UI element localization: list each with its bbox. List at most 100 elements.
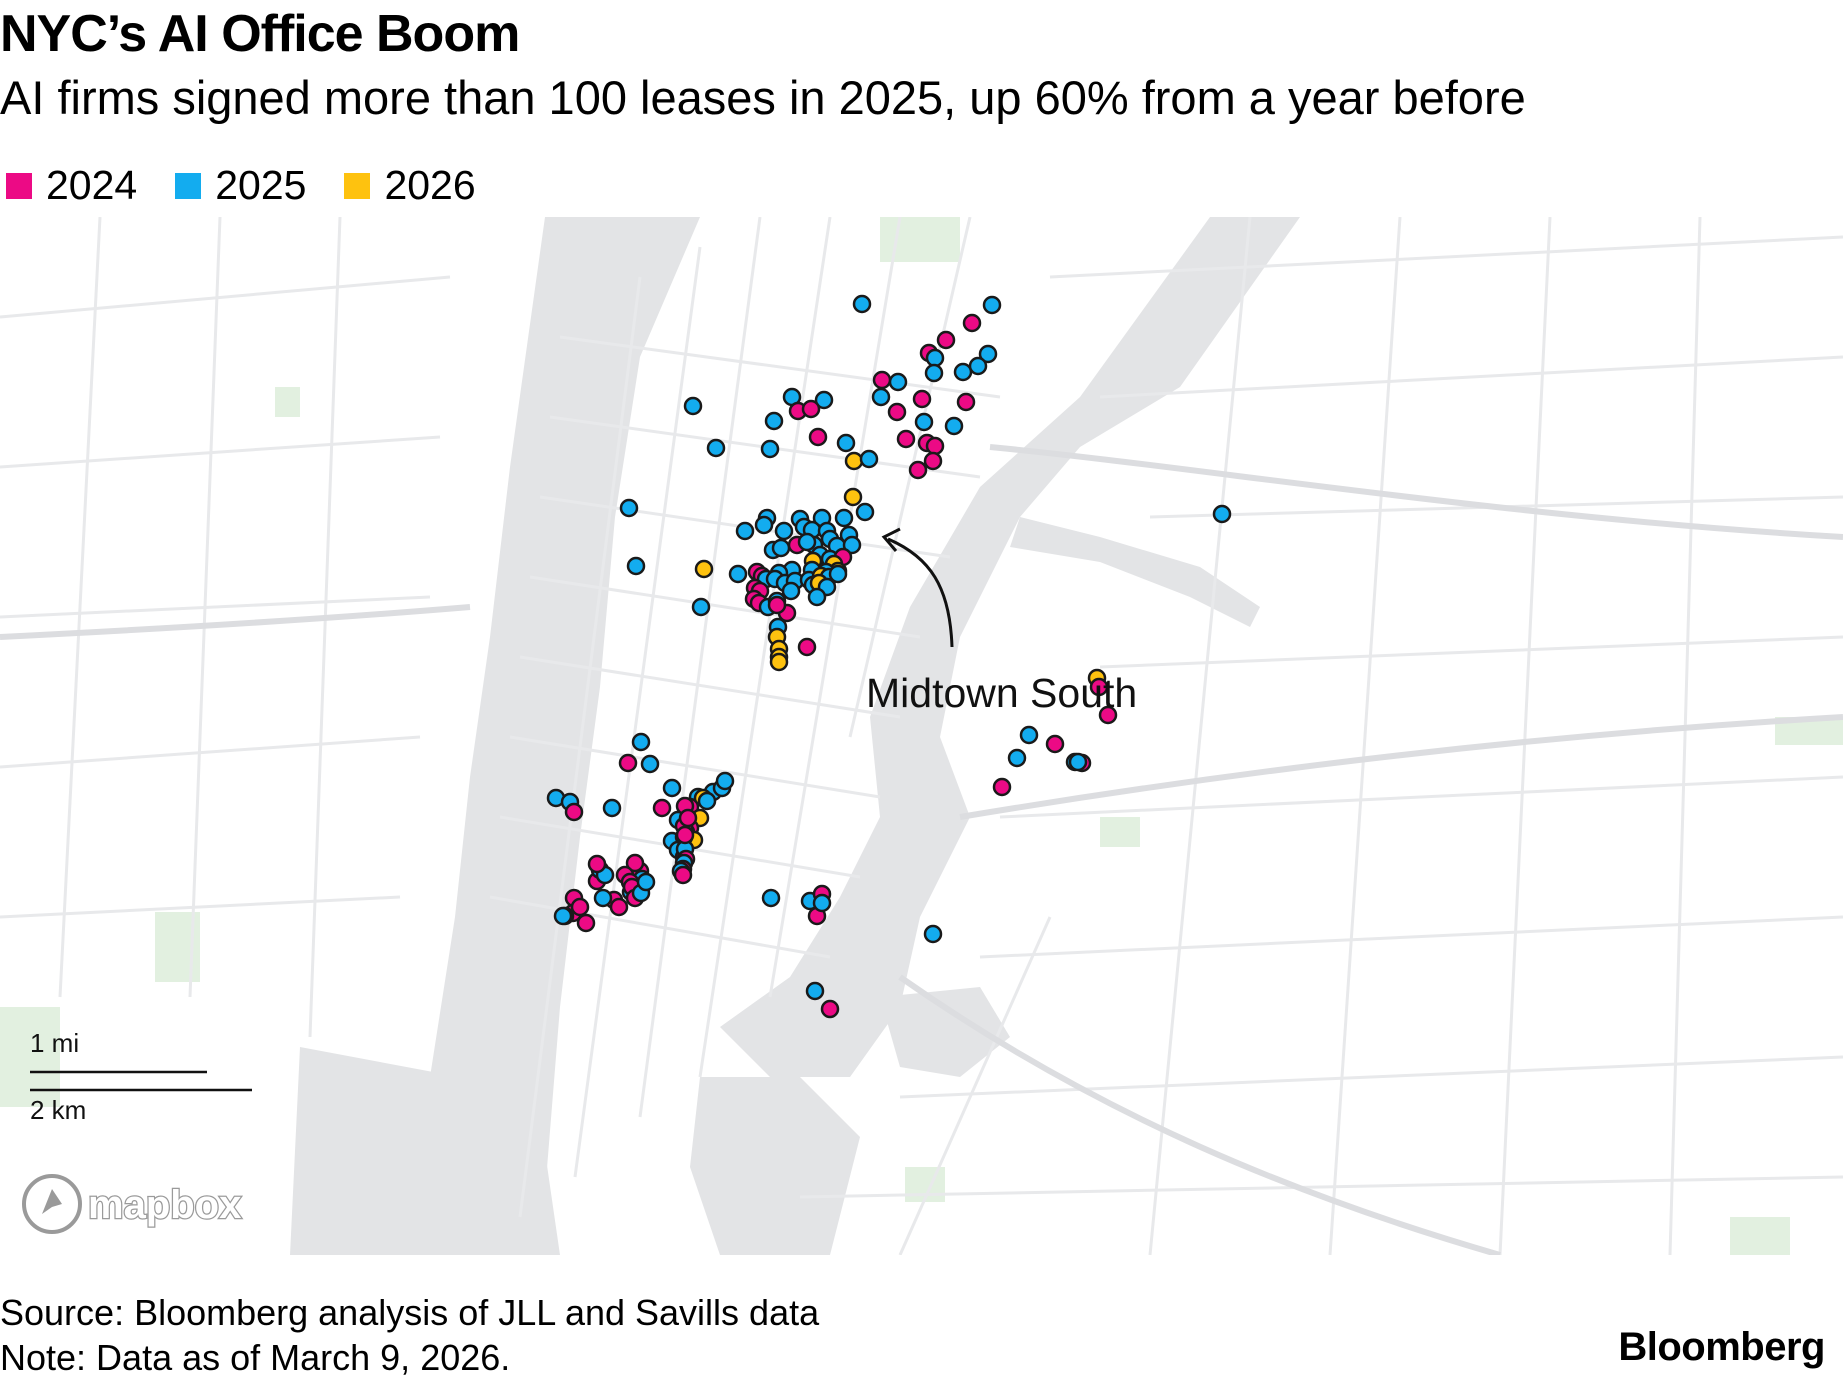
lease-marker-2025[interactable] — [834, 508, 854, 528]
lease-marker-2025[interactable] — [553, 906, 573, 926]
lease-marker-2025[interactable] — [925, 348, 945, 368]
lease-marker-2024[interactable] — [678, 808, 698, 828]
legend-item-2024: 2024 — [6, 162, 137, 209]
lease-marker-2025[interactable] — [771, 538, 791, 558]
lease-marker-2025[interactable] — [953, 362, 973, 382]
lease-marker-2026[interactable] — [694, 559, 714, 579]
mapbox-logo[interactable]: mapbox — [22, 1174, 243, 1234]
map[interactable]: Midtown South 1 mi 2 km mapbox — [0, 217, 1843, 1255]
lease-marker-2024[interactable] — [801, 399, 821, 419]
lease-marker-2024[interactable] — [1089, 677, 1109, 697]
legend-item-2025: 2025 — [175, 162, 306, 209]
lease-marker-2024[interactable] — [576, 913, 596, 933]
lease-marker-2025[interactable] — [982, 295, 1002, 315]
lease-marker-2025[interactable] — [697, 791, 717, 811]
lease-marker-2024[interactable] — [675, 825, 695, 845]
mapbox-logo-glyph — [42, 1189, 62, 1214]
lease-marker-2025[interactable] — [640, 754, 660, 774]
lease-marker-2025[interactable] — [715, 771, 735, 791]
lease-marker-2024[interactable] — [872, 370, 892, 390]
lease-marker-2024[interactable] — [625, 853, 645, 873]
lease-marker-2025[interactable] — [691, 597, 711, 617]
lease-marker-2025[interactable] — [1068, 752, 1088, 772]
lease-marker-2025[interactable] — [602, 798, 622, 818]
chart-subtitle: AI firms signed more than 100 leases in … — [0, 71, 1526, 124]
lease-marker-2025[interactable] — [944, 416, 964, 436]
lease-marker-2024[interactable] — [992, 777, 1012, 797]
lease-marker-2025[interactable] — [1007, 748, 1027, 768]
park — [1730, 1217, 1790, 1255]
lease-marker-2025[interactable] — [683, 396, 703, 416]
lease-marker-2025[interactable] — [781, 581, 801, 601]
lease-marker-2024[interactable] — [962, 313, 982, 333]
lease-marker-2025[interactable] — [852, 294, 872, 314]
lease-marker-2025[interactable] — [828, 564, 848, 584]
lease-marker-2025[interactable] — [593, 888, 613, 908]
lease-marker-2025[interactable] — [764, 411, 784, 431]
lease-marker-2025[interactable] — [636, 872, 656, 892]
legend-swatch-2024 — [6, 172, 32, 199]
lease-marker-2026[interactable] — [844, 451, 864, 471]
lease-marker-2024[interactable] — [564, 802, 584, 822]
lease-marker-2025[interactable] — [754, 515, 774, 535]
lease-marker-2026[interactable] — [769, 652, 789, 672]
lease-marker-2025[interactable] — [836, 433, 856, 453]
scale-bar: 1 mi 2 km — [30, 1028, 252, 1125]
lease-marker-2024[interactable] — [820, 999, 840, 1019]
lease-marker-2026[interactable] — [843, 487, 863, 507]
lease-marker-2025[interactable] — [923, 924, 943, 944]
lease-marker-2024[interactable] — [609, 897, 629, 917]
lease-marker-2024[interactable] — [912, 389, 932, 409]
water — [290, 217, 1300, 1255]
lease-marker-2025[interactable] — [805, 981, 825, 1001]
lease-marker-2024[interactable] — [808, 427, 828, 447]
lease-marker-2024[interactable] — [767, 595, 787, 615]
lease-marker-2025[interactable] — [735, 521, 755, 541]
lease-marker-2025[interactable] — [1019, 725, 1039, 745]
map-canvas[interactable]: Midtown South 1 mi 2 km mapbox — [0, 217, 1843, 1255]
lease-marker-2025[interactable] — [728, 564, 748, 584]
source-note: Source: Bloomberg analysis of JLL and Sa… — [0, 1292, 820, 1333]
lease-marker-2025[interactable] — [706, 438, 726, 458]
lease-marker-2025[interactable] — [797, 532, 817, 552]
lease-marker-2025[interactable] — [626, 556, 646, 576]
lease-marker-2025[interactable] — [855, 502, 875, 522]
lease-marker-2024[interactable] — [908, 460, 928, 480]
lease-marker-2025[interactable] — [619, 498, 639, 518]
lease-marker-2025[interactable] — [631, 732, 651, 752]
lease-marker-2024[interactable] — [956, 392, 976, 412]
lease-marker-2025[interactable] — [761, 888, 781, 908]
lease-marker-2024[interactable] — [925, 436, 945, 456]
lease-marker-2024[interactable] — [570, 897, 590, 917]
lease-marker-2025[interactable] — [774, 521, 794, 541]
lease-marker-2025[interactable] — [1212, 504, 1232, 524]
lease-marker-2025[interactable] — [888, 372, 908, 392]
lease-marker-2025[interactable] — [662, 778, 682, 798]
lease-marker-2025[interactable] — [914, 412, 934, 432]
highway — [0, 604, 471, 640]
lease-marker-2024[interactable] — [923, 451, 943, 471]
lease-marker-2024[interactable] — [797, 637, 817, 657]
lease-marker-2025[interactable] — [807, 587, 827, 607]
lease-marker-2024[interactable] — [587, 854, 607, 874]
lease-marker-2024[interactable] — [652, 798, 672, 818]
lease-marker-2025[interactable] — [814, 390, 834, 410]
lease-marker-2025[interactable] — [978, 344, 998, 364]
lease-marker-2024[interactable] — [673, 865, 693, 885]
lease-marker-2025[interactable] — [924, 363, 944, 383]
lease-marker-2024[interactable] — [1045, 734, 1065, 754]
lease-marker-2025[interactable] — [871, 387, 891, 407]
road — [0, 895, 401, 919]
lease-marker-2025[interactable] — [968, 356, 988, 376]
lease-marker-2025[interactable] — [842, 535, 862, 555]
lease-marker-2025[interactable] — [760, 439, 780, 459]
lease-marker-2024[interactable] — [1098, 705, 1118, 725]
road — [509, 735, 881, 799]
lease-marker-2024[interactable] — [936, 330, 956, 350]
lease-marker-2024[interactable] — [887, 402, 907, 422]
lease-marker-2025[interactable] — [812, 893, 832, 913]
lease-marker-2025[interactable] — [859, 449, 879, 469]
lease-marker-2024[interactable] — [896, 429, 916, 449]
lease-marker-2024[interactable] — [618, 753, 638, 773]
road — [0, 435, 441, 469]
